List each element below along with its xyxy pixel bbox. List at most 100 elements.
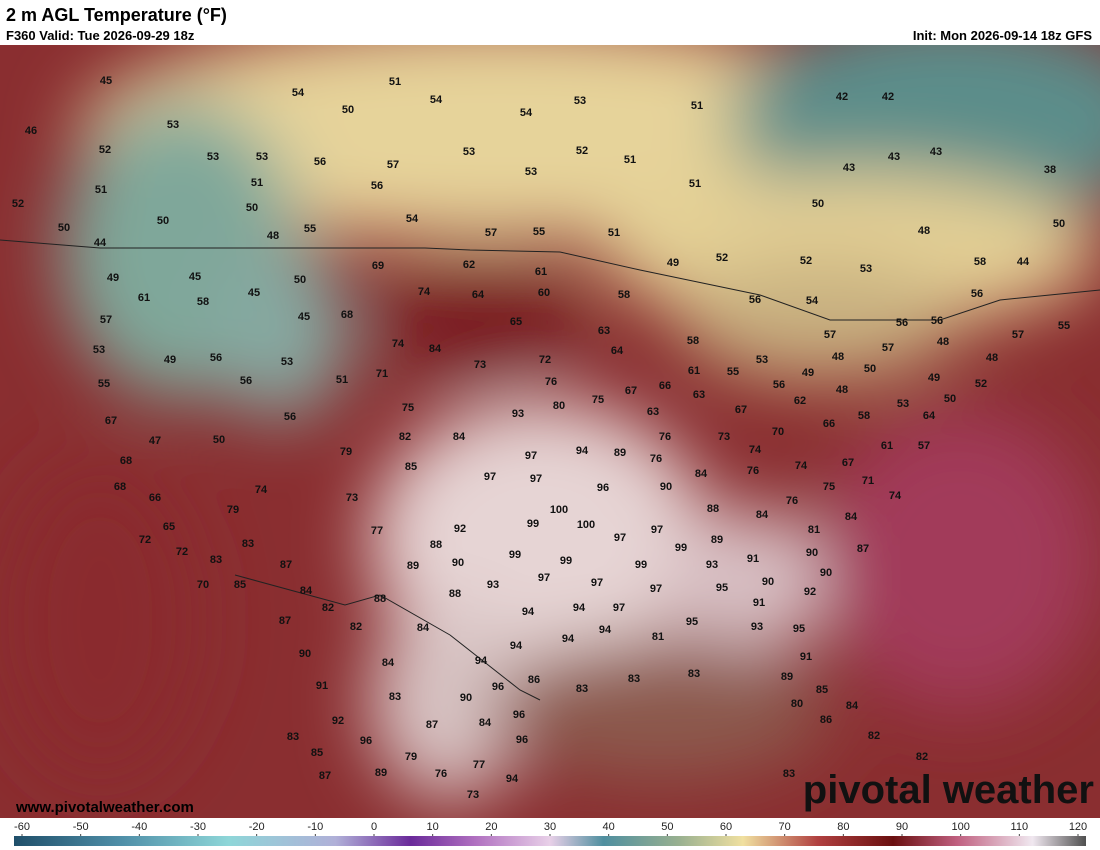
station-temp: 66 bbox=[659, 380, 671, 392]
station-temp: 93 bbox=[751, 621, 763, 633]
station-temp: 76 bbox=[545, 376, 557, 388]
station-temp: 96 bbox=[513, 709, 525, 721]
border bbox=[234, 574, 541, 701]
station-temp: 97 bbox=[614, 532, 626, 544]
station-temp: 57 bbox=[824, 329, 836, 341]
station-temp: 87 bbox=[319, 770, 331, 782]
station-temp: 81 bbox=[808, 524, 820, 536]
station-temp: 73 bbox=[718, 431, 730, 443]
station-temp: 67 bbox=[105, 415, 117, 427]
station-temp: 92 bbox=[454, 523, 466, 535]
colorbar-tick-label: 110 bbox=[1011, 821, 1029, 833]
title: 2 m AGL Temperature (°F) bbox=[6, 5, 227, 25]
station-temp: 72 bbox=[139, 534, 151, 546]
station-temp: 55 bbox=[98, 378, 110, 390]
station-temp: 65 bbox=[163, 521, 175, 533]
station-temp: 50 bbox=[157, 215, 169, 227]
init-time: Init: Mon 2026-09-14 18z GFS bbox=[913, 28, 1092, 43]
station-temp: 89 bbox=[711, 534, 723, 546]
station-temp: 68 bbox=[120, 455, 132, 467]
station-temp: 94 bbox=[510, 640, 523, 652]
station-temp: 64 bbox=[611, 345, 624, 357]
station-temp: 97 bbox=[650, 583, 662, 595]
station-temp: 64 bbox=[923, 410, 936, 422]
station-temp: 56 bbox=[314, 156, 326, 168]
station-temp: 83 bbox=[688, 668, 700, 680]
station-temp: 51 bbox=[336, 374, 348, 386]
station-temp: 44 bbox=[94, 237, 107, 249]
colorbar-tick-label: 30 bbox=[544, 821, 556, 833]
colorbar-tick-label: -50 bbox=[73, 821, 89, 833]
station-temp: 53 bbox=[860, 263, 872, 275]
station-temp: 79 bbox=[227, 504, 239, 516]
station-temp: 66 bbox=[823, 418, 835, 430]
station-temp: 95 bbox=[686, 616, 698, 628]
station-temp: 65 bbox=[510, 316, 522, 328]
station-temp: 58 bbox=[618, 289, 630, 301]
station-temp: 45 bbox=[248, 287, 260, 299]
station-temp: 69 bbox=[372, 260, 384, 272]
station-temp: 93 bbox=[487, 579, 499, 591]
station-temp: 80 bbox=[553, 400, 565, 412]
station-temp: 84 bbox=[479, 717, 492, 729]
station-temp: 49 bbox=[107, 272, 119, 284]
station-temp: 75 bbox=[402, 402, 414, 414]
station-temp: 83 bbox=[287, 731, 299, 743]
station-temp: 82 bbox=[916, 751, 928, 763]
station-temp: 42 bbox=[836, 91, 848, 103]
station-temp: 76 bbox=[435, 768, 447, 780]
colorbar-tick-label: 50 bbox=[661, 821, 673, 833]
station-temp: 87 bbox=[279, 615, 291, 627]
station-temp: 84 bbox=[695, 468, 708, 480]
station-temp: 77 bbox=[473, 759, 485, 771]
station-temp: 85 bbox=[405, 461, 417, 473]
station-temp: 97 bbox=[484, 471, 496, 483]
station-temp: 61 bbox=[138, 292, 150, 304]
station-temp: 73 bbox=[467, 789, 479, 801]
station-temp: 84 bbox=[429, 343, 442, 355]
station-temp: 50 bbox=[246, 202, 258, 214]
station-temp: 87 bbox=[426, 719, 438, 731]
station-temp: 100 bbox=[577, 519, 595, 531]
station-temp: 49 bbox=[802, 367, 814, 379]
station-temp: 42 bbox=[882, 91, 894, 103]
station-temp: 56 bbox=[284, 411, 296, 423]
station-temp: 83 bbox=[389, 691, 401, 703]
station-temp: 51 bbox=[689, 178, 701, 190]
station-temp: 88 bbox=[707, 503, 719, 515]
station-temp: 38 bbox=[1044, 164, 1056, 176]
station-temp: 50 bbox=[213, 434, 225, 446]
station-temp: 90 bbox=[660, 481, 672, 493]
station-temp: 75 bbox=[592, 394, 604, 406]
colorbar-tick-label: 100 bbox=[951, 821, 969, 833]
station-temp: 89 bbox=[407, 560, 419, 572]
station-temp: 56 bbox=[210, 352, 222, 364]
station-temp: 50 bbox=[58, 222, 70, 234]
station-temp: 99 bbox=[675, 542, 687, 554]
station-temp: 55 bbox=[1058, 320, 1070, 332]
station-temp: 96 bbox=[492, 681, 504, 693]
colorbar-tick-label: 70 bbox=[779, 821, 791, 833]
website: www.pivotalweather.com bbox=[15, 799, 194, 816]
colorbar-tick-label: 90 bbox=[896, 821, 908, 833]
station-temp: 87 bbox=[280, 559, 292, 571]
station-temp: 56 bbox=[773, 379, 785, 391]
station-temp: 74 bbox=[795, 460, 808, 472]
station-temp: 43 bbox=[843, 162, 855, 174]
station-temp: 76 bbox=[659, 431, 671, 443]
station-temp: 55 bbox=[727, 366, 739, 378]
station-temp: 83 bbox=[242, 538, 254, 550]
station-temp: 81 bbox=[652, 631, 664, 643]
station-temp: 97 bbox=[651, 524, 663, 536]
station-temp: 100 bbox=[550, 504, 568, 516]
station-temp: 53 bbox=[93, 344, 105, 356]
station-temp: 48 bbox=[267, 230, 279, 242]
colorbar-tick-label: 20 bbox=[485, 821, 497, 833]
station-temp: 96 bbox=[360, 735, 372, 747]
station-temp: 90 bbox=[452, 557, 464, 569]
station-temp: 88 bbox=[430, 539, 442, 551]
station-temp: 91 bbox=[747, 553, 759, 565]
station-temp: 54 bbox=[520, 107, 533, 119]
station-temp: 90 bbox=[820, 567, 832, 579]
